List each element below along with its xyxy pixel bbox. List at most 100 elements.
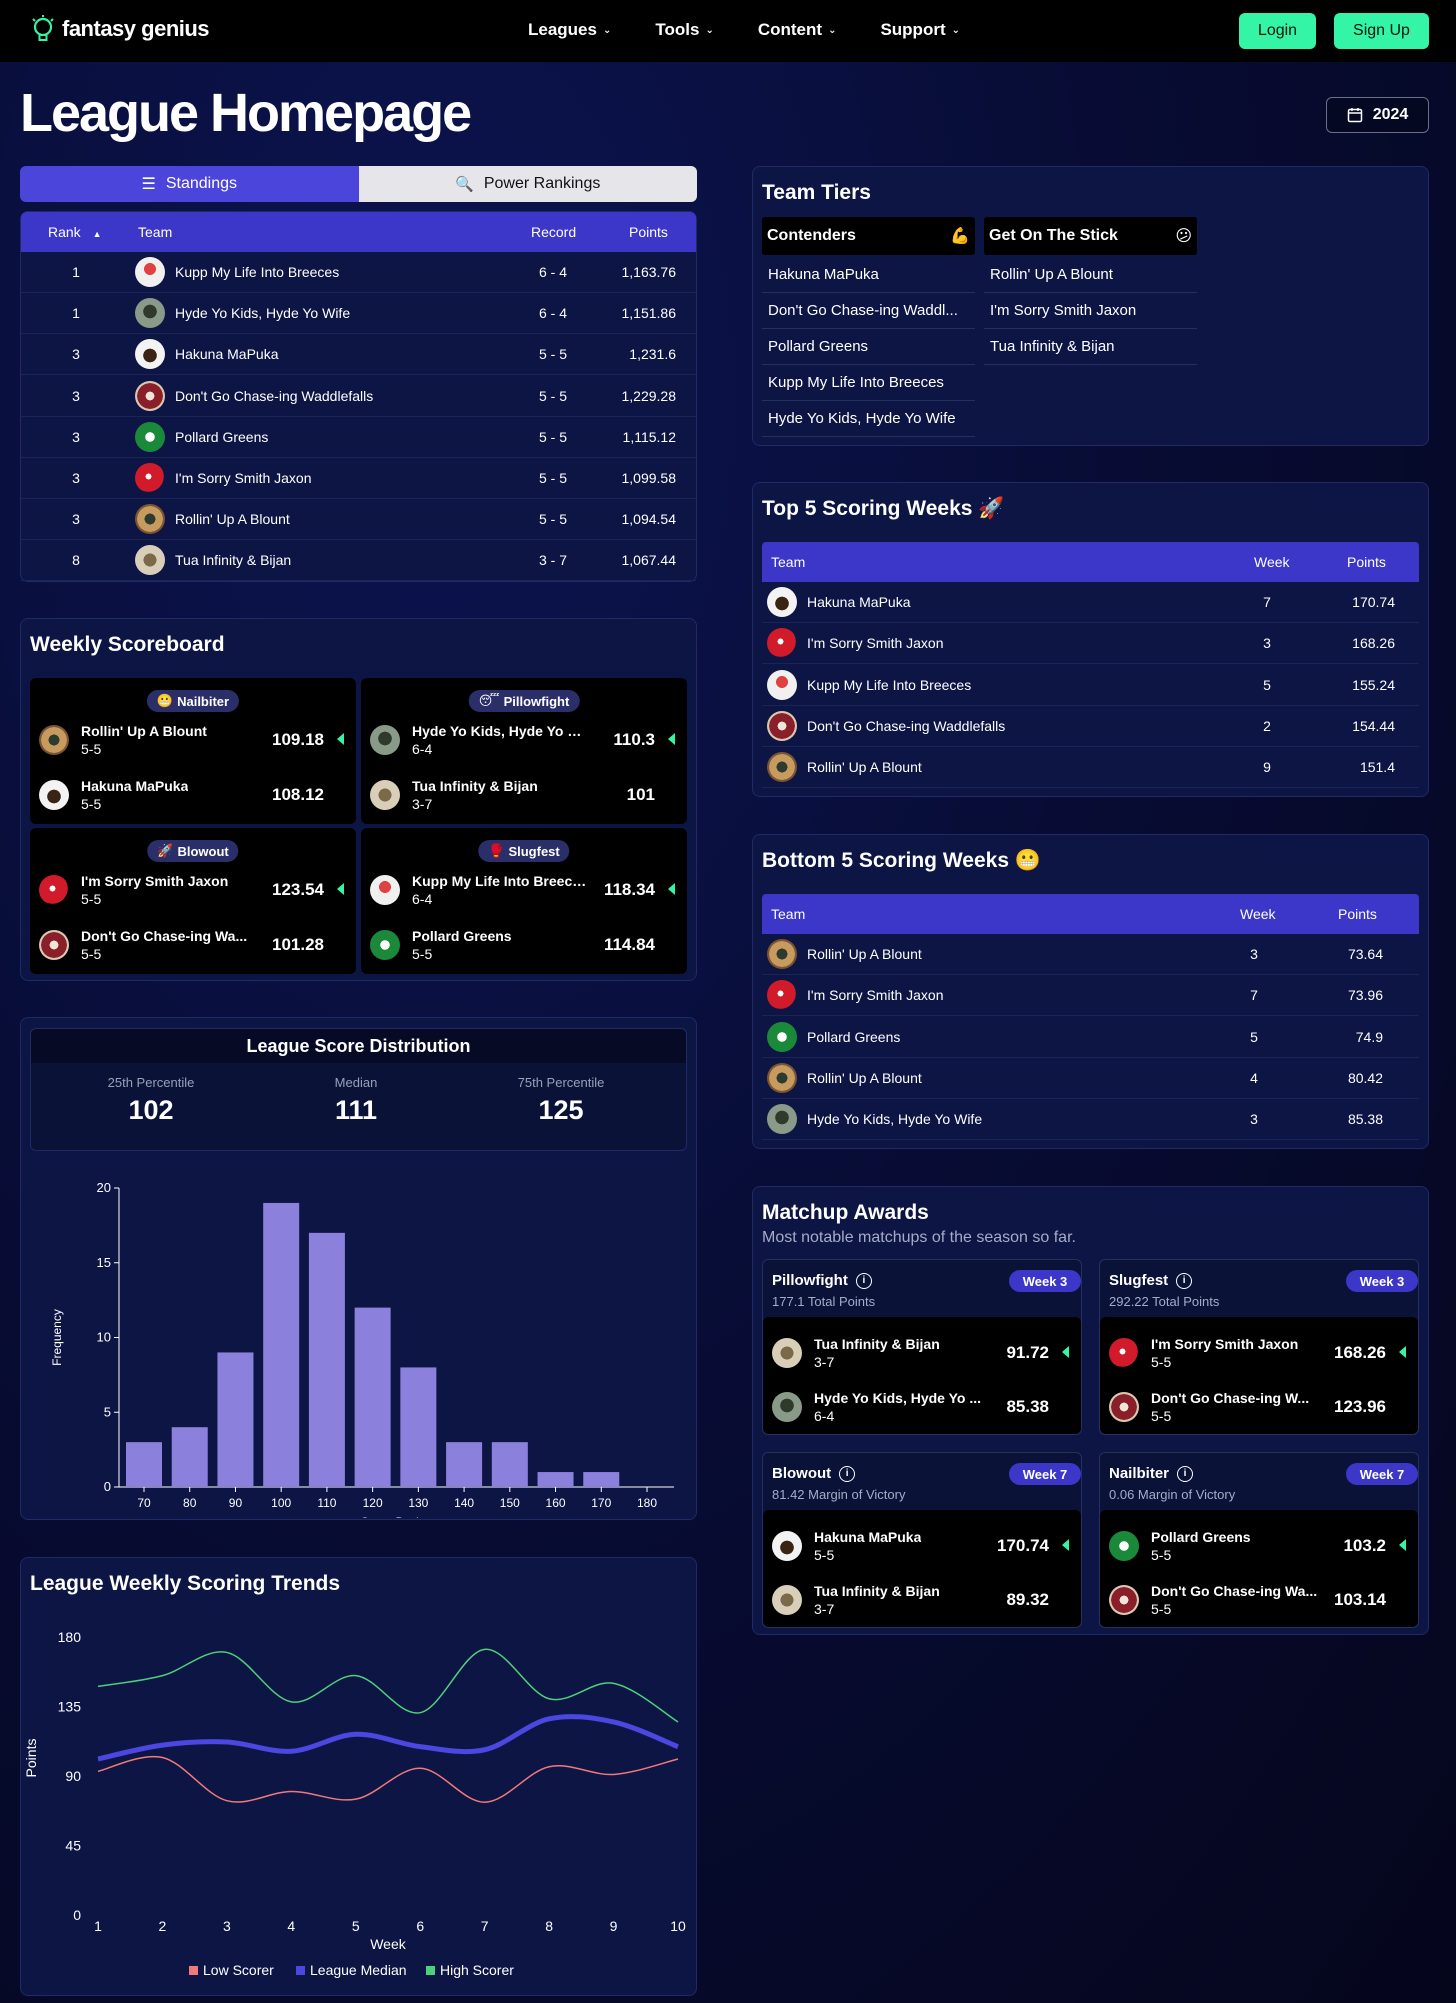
team-cell: Rollin' Up A Blount — [807, 946, 922, 962]
histogram-bar[interactable] — [583, 1472, 620, 1487]
scoring-week-row[interactable]: Rollin' Up A Blount 9 151.4 — [762, 747, 1419, 789]
y-tick-label: 5 — [104, 1404, 111, 1419]
standings-row[interactable]: 8 Tua Infinity & Bijan 3 - 7 1,067.44 — [21, 540, 696, 582]
matchup-card[interactable]: Hakuna MaPuka 5-5 170.74 Tua Infinity & Bij… — [763, 1510, 1081, 1627]
tier-team[interactable]: Pollard Greens — [762, 329, 975, 365]
histogram-bar[interactable] — [400, 1367, 437, 1487]
matchup-type-badge: 😴 Pillowfight — [468, 690, 580, 712]
points-cell: 168.26 — [1352, 635, 1395, 652]
series-line-league-median[interactable] — [97, 1714, 679, 1762]
points-cell: 154.44 — [1352, 717, 1395, 734]
histogram-bar[interactable] — [308, 1232, 345, 1487]
histogram-bar[interactable] — [217, 1352, 254, 1487]
scoring-week-row[interactable]: Hakuna MaPuka 7 170.74 — [762, 582, 1419, 623]
histogram-bar[interactable] — [126, 1442, 162, 1487]
record-cell: 3 - 7 — [538, 552, 567, 569]
tier-team[interactable]: Tua Infinity & Bijan — [984, 329, 1197, 365]
matchup-card[interactable]: I'm Sorry Smith Jaxon 5-5 168.26 Don't Go C… — [1100, 1317, 1418, 1434]
nav-tools[interactable]: Tools ⌄ — [655, 20, 713, 40]
nav-support[interactable]: Support ⌄ — [880, 20, 960, 40]
matchup-card[interactable]: I'm Sorry Smith Jaxon 5-5 123.54 Don't Go C… — [30, 828, 356, 974]
matchup-card[interactable]: Tua Infinity & Bijan 3-7 91.72 Hyde Yo Kids… — [763, 1317, 1081, 1434]
matchup-team-name: Rollin' Up A Blount — [81, 723, 207, 739]
tier-name: Get On The Stick — [989, 227, 1118, 244]
matchup-team-record: 6-4 — [412, 741, 433, 757]
x-tick-label: 90 — [229, 1496, 243, 1510]
col-rank[interactable]: Rank ▲ — [48, 224, 102, 240]
scoring-week-row[interactable]: Kupp My Life Into Breeces 5 155.24 — [762, 665, 1419, 706]
legend-label[interactable]: League Median — [310, 1962, 407, 1978]
standings-row[interactable]: 3 Pollard Greens 5 - 5 1,115.12 — [21, 417, 696, 458]
info-icon[interactable]: i — [855, 1272, 872, 1289]
award-name: Slugfest — [1109, 1272, 1169, 1289]
series-line-high-scorer[interactable] — [97, 1648, 679, 1723]
standings-row[interactable]: 1 Kupp My Life Into Breeces 6 - 4 1,163.76 — [21, 252, 696, 293]
nav-leagues[interactable]: Leagues ⌄ — [528, 20, 611, 40]
tab-power-rankings[interactable]: 🔍 Power Rankings — [358, 166, 697, 202]
scoring-week-row[interactable]: Don't Go Chase-ing Waddlefalls 2 154.44 — [762, 706, 1419, 747]
matchup-team-info: I'm Sorry Smith Jaxon 5-5 — [81, 872, 228, 908]
matchup-card[interactable]: Hyde Yo Kids, Hyde Yo Wife 6-4 110.3 Tua In… — [361, 678, 687, 824]
record-cell: 5 - 5 — [538, 428, 567, 445]
y-tick-label: 0 — [104, 1479, 111, 1494]
matchup-card[interactable]: Pollard Greens 5-5 103.2 Don't Go Chase-ing… — [1100, 1510, 1418, 1627]
signup-button[interactable]: Sign Up — [1334, 13, 1429, 49]
matchup-team-name: Tua Infinity & Bijan — [814, 1583, 940, 1599]
x-tick-label: 120 — [363, 1496, 383, 1510]
scoring-week-row[interactable]: Hyde Yo Kids, Hyde Yo Wife 3 85.38 — [762, 1099, 1419, 1141]
legend-label[interactable]: High Scorer — [440, 1962, 514, 1978]
scoring-week-row[interactable]: Rollin' Up A Blount 3 73.64 — [762, 934, 1419, 975]
matchup-card[interactable]: Rollin' Up A Blount 5-5 109.18 Hakuna MaPuk… — [30, 678, 356, 824]
histogram-bar[interactable] — [446, 1442, 483, 1487]
tier-team[interactable]: I'm Sorry Smith Jaxon — [984, 293, 1197, 329]
legend-label[interactable]: Low Scorer — [203, 1962, 274, 1978]
tier-team[interactable]: Don't Go Chase-ing Waddl... — [762, 293, 975, 329]
histogram-chart: 0 5 10 15 20 70 80 90 100 110 120 130 140 150 160 170 18… — [50, 1180, 674, 1518]
standings-row[interactable]: 3 I'm Sorry Smith Jaxon 5 - 5 1,099.58 — [21, 458, 696, 499]
scoring-week-row[interactable]: I'm Sorry Smith Jaxon 3 168.26 — [762, 623, 1419, 665]
awards-subtitle: Most notable matchups of the season so f… — [762, 1229, 1076, 1246]
badge-label: Pillowfight — [503, 693, 570, 709]
info-icon[interactable]: i — [839, 1465, 856, 1482]
histogram-bar[interactable] — [537, 1472, 574, 1487]
top5-col-team: Team — [771, 554, 806, 570]
standings-row[interactable]: 3 Hakuna MaPuka 5 - 5 1,231.6 — [21, 334, 696, 376]
tier-team[interactable]: Hyde Yo Kids, Hyde Yo Wife — [762, 401, 975, 437]
team-cell: I'm Sorry Smith Jaxon — [807, 987, 944, 1004]
points-cell: 1,231.6 — [629, 346, 676, 363]
tier-team[interactable]: Rollin' Up A Blount — [984, 257, 1197, 293]
year-selector[interactable]: 2024 — [1326, 97, 1429, 133]
histogram-bar[interactable] — [171, 1427, 208, 1487]
scoring-week-row[interactable]: Pollard Greens 5 74.9 — [762, 1017, 1419, 1058]
histogram-bar[interactable] — [491, 1442, 528, 1487]
logo[interactable]: fantasy genius — [30, 14, 210, 44]
col-points[interactable]: Points — [629, 224, 668, 240]
info-icon[interactable]: i — [1176, 1272, 1193, 1289]
record-cell: 5 - 5 — [538, 346, 567, 363]
info-icon[interactable]: i — [1177, 1465, 1194, 1482]
series-line-low-scorer[interactable] — [97, 1755, 679, 1804]
tier-team[interactable]: Kupp My Life Into Breeces — [762, 365, 975, 401]
histogram-bar[interactable] — [263, 1202, 300, 1487]
login-button[interactable]: Login — [1239, 13, 1316, 49]
team-cell: Hakuna MaPuka — [175, 346, 279, 363]
legend-swatch — [189, 1966, 198, 1975]
matchup-card[interactable]: Kupp My Life Into Breeces 6-4 118.34 Pollar… — [361, 828, 687, 974]
histogram-bar[interactable] — [354, 1307, 391, 1487]
tab-standings[interactable]: ☰ Standings — [20, 166, 359, 202]
col-team[interactable]: Team — [138, 224, 173, 240]
scoring-week-row[interactable]: Rollin' Up A Blount 4 80.42 — [762, 1058, 1419, 1099]
award-subtitle: 177.1 Total Points — [772, 1294, 876, 1309]
standings-row[interactable]: 3 Rollin' Up A Blount 5 - 5 1,094.54 — [21, 499, 696, 541]
y-tick-label: 10 — [97, 1330, 111, 1345]
scoring-week-row[interactable]: I'm Sorry Smith Jaxon 7 73.96 — [762, 975, 1419, 1017]
points-cell: 1,229.28 — [621, 387, 677, 404]
badge-label: Blowout — [177, 843, 229, 859]
standings-row[interactable]: 1 Hyde Yo Kids, Hyde Yo Wife 6 - 4 1,151.86 — [21, 293, 696, 335]
tier-team[interactable]: Hakuna MaPuka — [762, 257, 975, 293]
col-record[interactable]: Record — [531, 224, 577, 240]
standings-row[interactable]: 3 Don't Go Chase-ing Waddlefalls 5 - 5 1,22… — [21, 376, 696, 417]
matchup-team: Tua Infinity & Bijan 3-7 — [772, 1582, 940, 1618]
nav-content[interactable]: Content ⌄ — [758, 20, 837, 40]
